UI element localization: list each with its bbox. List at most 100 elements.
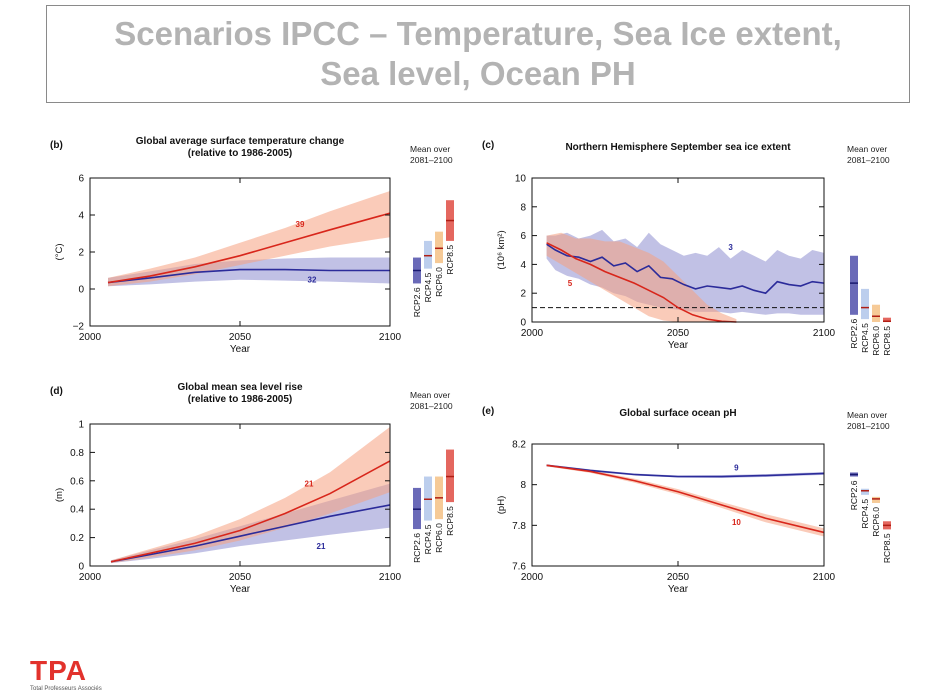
panel-c-line-rcp85 — [546, 242, 737, 323]
panel-e-xtick-label: 2050 — [667, 572, 690, 583]
panel-d-ytick-label: 0.4 — [70, 505, 84, 516]
panel-d-title-line: Global mean sea level rise — [177, 382, 303, 393]
panel-d-mean-over-label: 2081–2100 — [410, 401, 453, 411]
panel-c-mean-bar-label: RCP8.5 — [882, 326, 892, 356]
panel-c-mean-bar-label: RCP6.0 — [871, 326, 881, 356]
panel-b-ytick-label: 0 — [78, 285, 84, 296]
panel-c-mean-bar-label: RCP4.5 — [860, 323, 870, 353]
panel-b-ylabel: (°C) — [54, 244, 65, 261]
panel-d-ytick-label: 0.8 — [70, 448, 84, 459]
panel-d-mean-bar-label: RCP2.6 — [412, 533, 422, 563]
panel-b-mean-bar-label: RCP4.5 — [423, 272, 433, 302]
panel-e-title-line: Global surface ocean pH — [619, 408, 736, 419]
panel-e-mean-over-label: Mean over — [847, 410, 887, 420]
panel-e-mean-over-label: 2081–2100 — [847, 421, 890, 431]
panel-c-xtick-label: 2100 — [813, 328, 836, 339]
panel-b-xtick-label: 2000 — [79, 332, 102, 343]
panel-d-mean-bar-label: RCP8.5 — [445, 506, 455, 536]
panel-d-xtick-label: 2100 — [379, 572, 402, 583]
panel-d-ytick-label: 0 — [78, 562, 84, 573]
panel-e-ylabel: (pH) — [496, 496, 507, 514]
panel-c-model-count-rcp26: 3 — [728, 243, 733, 252]
panel-c-line-rcp26 — [546, 243, 825, 295]
slide-title-line-1: Scenarios IPCC – Temperature, Sea Ice ex… — [114, 15, 842, 52]
panel-e-line-rcp26 — [546, 464, 825, 478]
panel-d-model-count-rcp26: 21 — [317, 542, 326, 551]
panel-b-xlabel: Year — [230, 344, 251, 355]
panel-c-model-count-rcp85: 5 — [568, 279, 573, 288]
slide-title-box: Scenarios IPCC – Temperature, Sea Ice ex… — [46, 5, 910, 103]
panel-b-label: (b) — [50, 140, 63, 151]
panel-c-ytick-label: 6 — [520, 231, 526, 242]
panel-d-line-rcp26 — [110, 504, 391, 563]
panel-e-band-rcp85 — [546, 464, 824, 537]
panel-c-mean-over-label: Mean over — [847, 144, 887, 154]
panel-d-xtick-label: 2050 — [229, 572, 252, 583]
panel-b-title-line: (relative to 1986-2005) — [188, 148, 293, 159]
panel-c-xlabel: Year — [668, 340, 689, 351]
panel-e-mean-bar-label: RCP2.6 — [849, 480, 859, 510]
panel-d-title-line: (relative to 1986-2005) — [188, 394, 293, 405]
panel-b-mean-over-label: Mean over — [410, 144, 450, 154]
panel-e-mean-bar-label: RCP8.5 — [882, 533, 892, 563]
panel-e-xtick-label: 2100 — [813, 572, 836, 583]
panel-c-band-rcp85 — [546, 232, 737, 322]
panel-e-ytick-label: 8 — [520, 480, 526, 491]
logo-mark: TPA — [30, 655, 87, 686]
panel-d-ytick-label: 1 — [78, 420, 84, 431]
panel-d-ytick-label: 0.2 — [70, 533, 84, 544]
panel-d-label: (d) — [50, 386, 63, 397]
panel-e-mean-bar-label: RCP4.5 — [860, 499, 870, 529]
panel-c-ytick-label: 0 — [520, 318, 526, 329]
panel-e-band-rcp26 — [546, 464, 824, 478]
panel-e-model-count-rcp85: 10 — [732, 518, 741, 527]
panel-c-mean-bar-rcp45 — [861, 288, 869, 320]
panel-b-ytick-label: 6 — [78, 174, 84, 185]
panel-e-plot-frame — [531, 443, 825, 567]
panel-d-mean-bar-label: RCP6.0 — [434, 523, 444, 553]
panel-c-xtick-label: 2000 — [521, 328, 544, 339]
panel-c-mean-bar-rcp26 — [850, 255, 858, 315]
panel-b-xtick-label: 2100 — [379, 332, 402, 343]
panel-c-ytick-label: 4 — [520, 260, 526, 271]
panel-c-mean-over-label: 2081–2100 — [847, 155, 890, 165]
panel-d-band-rcp85 — [111, 426, 390, 564]
logo-tagline: Total Professeurs Associés — [30, 686, 102, 692]
panel-b-mean-bar-label: RCP6.0 — [434, 267, 444, 297]
panel-c-xtick-label: 2050 — [667, 328, 690, 339]
panel-c-mean-bar-label: RCP2.6 — [849, 319, 859, 349]
panel-c-ytick-label: 8 — [520, 202, 526, 213]
panel-b-mean-bar-label: RCP2.6 — [412, 287, 422, 317]
panel-b-mean-bar-rcp60 — [435, 231, 443, 264]
panel-e-xtick-label: 2000 — [521, 572, 544, 583]
panel-d-xlabel: Year — [230, 584, 251, 595]
panel-d-ytick-label: 0.6 — [70, 476, 84, 487]
panel-c-ylabel: (10⁶ km²) — [496, 230, 507, 269]
panel-b-model-count-rcp85: 39 — [296, 220, 305, 229]
panel-b-ytick-label: −2 — [73, 322, 85, 333]
panel-d-xtick-label: 2000 — [79, 572, 102, 583]
panel-c-title-line: Northern Hemisphere September sea ice ex… — [565, 142, 791, 153]
panel-d-ylabel: (m) — [54, 488, 65, 502]
panel-c-ytick-label: 2 — [520, 289, 526, 300]
panel-b-mean-bar-label: RCP8.5 — [445, 245, 455, 275]
panel-e-model-count-rcp26: 9 — [734, 464, 739, 473]
panel-b-band-rcp26 — [108, 257, 390, 287]
panel-e-label: (e) — [482, 406, 494, 417]
panel-e-mean-bar-rcp45 — [861, 488, 869, 495]
panel-c-mean-bar-rcp85 — [883, 317, 891, 322]
panel-b-xtick-label: 2050 — [229, 332, 252, 343]
panel-b-model-count-rcp26: 32 — [308, 276, 317, 285]
panel-b-title-line: Global average surface temperature chang… — [136, 136, 345, 147]
panel-e-ytick-label: 7.6 — [512, 562, 526, 573]
panel-e-line-rcp85 — [546, 464, 825, 534]
panel-b-mean-over-label: 2081–2100 — [410, 155, 453, 165]
panel-c-ytick-label: 10 — [515, 174, 527, 185]
panel-b-line-rcp85 — [107, 212, 391, 284]
panel-e-ytick-label: 8.2 — [512, 440, 526, 451]
panel-b-band-rcp85 — [108, 190, 390, 287]
ipcc-figure: (b) Global average surface temperature ch… — [50, 136, 892, 595]
panel-e-mean-bar-label: RCP6.0 — [871, 507, 881, 537]
panel-d-mean-over-label: Mean over — [410, 390, 450, 400]
panel-d-model-count-rcp85: 21 — [305, 479, 314, 488]
